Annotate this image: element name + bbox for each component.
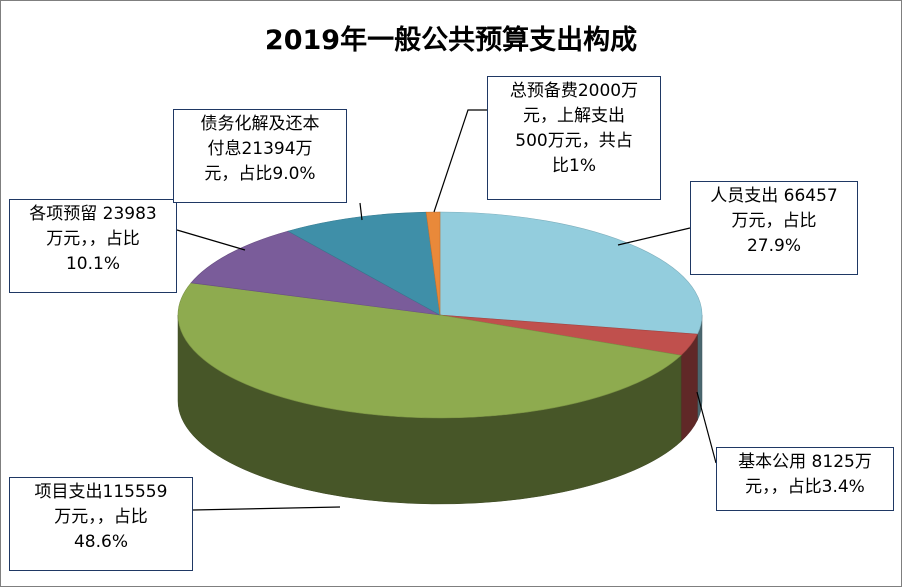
data-label-reserve: 各项预留 23983 万元，，占比 10.1% xyxy=(9,199,177,293)
pie-slice-3 xyxy=(190,230,441,316)
pie-slice-5 xyxy=(425,211,441,316)
data-label-debt: 债务化解及还本 付息21394万 元，占比9.0% xyxy=(173,109,347,203)
data-label-general-reserve: 总预备费2000万 元，上解支出 500万元，共占 比1% xyxy=(487,76,661,200)
pie-slice-0 xyxy=(439,211,703,335)
data-label-personnel: 人员支出 66457 万元，占比 27.9% xyxy=(690,181,858,275)
leader-line-0 xyxy=(617,227,691,246)
leader-line-2 xyxy=(192,506,341,511)
pie-slice-2 xyxy=(177,282,682,419)
data-label-project: 项目支出115559 万元，，占比 48.6% xyxy=(9,477,193,571)
leader-line-1 xyxy=(696,391,717,464)
leader-line-5 xyxy=(433,109,487,213)
pie-slice-4 xyxy=(287,211,441,316)
data-label-basic-public: 基本公用 8125万 元，，占比3.4% xyxy=(716,447,894,511)
leader-line-4 xyxy=(359,202,363,221)
chart-title: 2019年一般公共预算支出构成 xyxy=(264,25,638,56)
leader-line-3 xyxy=(176,229,246,251)
